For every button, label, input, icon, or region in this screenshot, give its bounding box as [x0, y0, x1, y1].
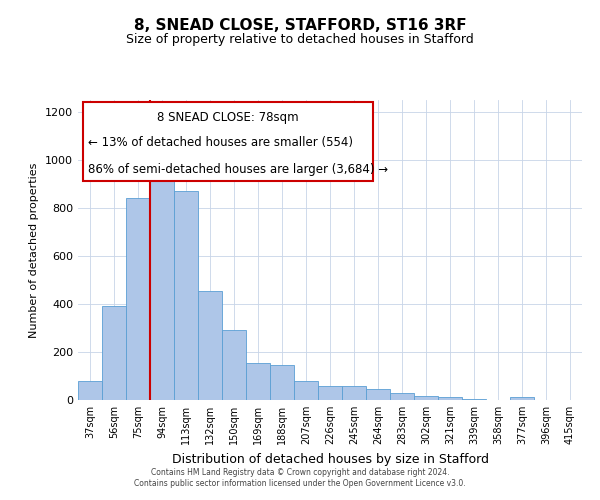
Bar — [126, 198, 150, 400]
X-axis label: Distribution of detached houses by size in Stafford: Distribution of detached houses by size … — [172, 452, 488, 466]
Bar — [294, 381, 318, 400]
Bar — [438, 397, 462, 400]
Bar — [150, 170, 174, 400]
Bar — [342, 386, 366, 400]
Bar — [414, 396, 438, 400]
Text: Contains HM Land Registry data © Crown copyright and database right 2024.
Contai: Contains HM Land Registry data © Crown c… — [134, 468, 466, 487]
FancyBboxPatch shape — [83, 102, 373, 181]
Bar — [198, 291, 222, 400]
Text: 8, SNEAD CLOSE, STAFFORD, ST16 3RF: 8, SNEAD CLOSE, STAFFORD, ST16 3RF — [134, 18, 466, 32]
Bar — [222, 330, 246, 400]
Text: ← 13% of detached houses are smaller (554): ← 13% of detached houses are smaller (55… — [88, 136, 353, 149]
Bar — [366, 389, 390, 400]
Bar — [390, 394, 414, 400]
Bar — [318, 386, 342, 400]
Bar — [462, 399, 486, 400]
Bar — [510, 397, 534, 400]
Bar — [246, 363, 270, 400]
Bar — [102, 306, 126, 400]
Y-axis label: Number of detached properties: Number of detached properties — [29, 162, 40, 338]
Bar — [78, 381, 102, 400]
Text: 8 SNEAD CLOSE: 78sqm: 8 SNEAD CLOSE: 78sqm — [157, 110, 299, 124]
Text: Size of property relative to detached houses in Stafford: Size of property relative to detached ho… — [126, 32, 474, 46]
Text: 86% of semi-detached houses are larger (3,684) →: 86% of semi-detached houses are larger (… — [88, 163, 388, 176]
Bar — [270, 365, 294, 400]
Bar — [174, 191, 198, 400]
